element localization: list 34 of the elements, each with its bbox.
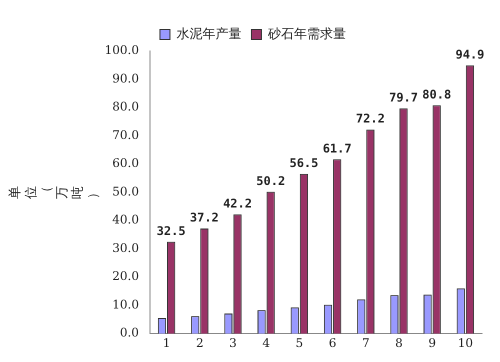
data-label: 56.5 <box>289 156 318 170</box>
x-tick-label: 3 <box>229 336 237 350</box>
data-label: 37.2 <box>190 210 219 225</box>
y-tick-label: 80.0 <box>112 100 139 114</box>
x-tick-label: 1 <box>162 336 170 350</box>
data-label: 42.2 <box>223 196 252 210</box>
y-tick-label: 100.0 <box>104 43 139 58</box>
x-tick-label: 10 <box>458 336 474 350</box>
x-tick-label: 6 <box>328 336 336 350</box>
x-tick-label: 2 <box>196 336 204 350</box>
y-tick-label: 10.0 <box>112 297 139 312</box>
y-tick-label: 70.0 <box>112 128 139 142</box>
data-label: 32.5 <box>156 224 186 238</box>
x-tick-label: 5 <box>296 336 304 350</box>
data-label: 72.2 <box>356 112 385 126</box>
x-tick-label: 9 <box>428 336 436 350</box>
data-label: 79.7 <box>389 90 418 104</box>
y-tick-label: 30.0 <box>112 240 139 255</box>
x-tick-label: 7 <box>362 336 370 350</box>
x-tick-label: 8 <box>395 336 403 350</box>
legend-label: 水泥年产量 <box>176 26 242 42</box>
data-label: 61.7 <box>322 141 352 156</box>
x-tick-label: 4 <box>262 336 270 350</box>
data-label: 94.9 <box>456 48 484 62</box>
y-axis-title: 单位（万吨） <box>8 186 102 199</box>
data-label: 80.8 <box>422 87 452 102</box>
y-tick-label: 0.0 <box>120 326 139 340</box>
y-tick-label: 90.0 <box>112 71 139 86</box>
y-tick-label: 40.0 <box>112 212 139 227</box>
legend-label: 砂石年需求量 <box>266 26 346 42</box>
y-tick-label: 20.0 <box>112 269 139 284</box>
y-tick-label: 50.0 <box>112 184 139 198</box>
data-label: 50.2 <box>256 174 286 188</box>
y-tick-label: 60.0 <box>112 156 139 170</box>
